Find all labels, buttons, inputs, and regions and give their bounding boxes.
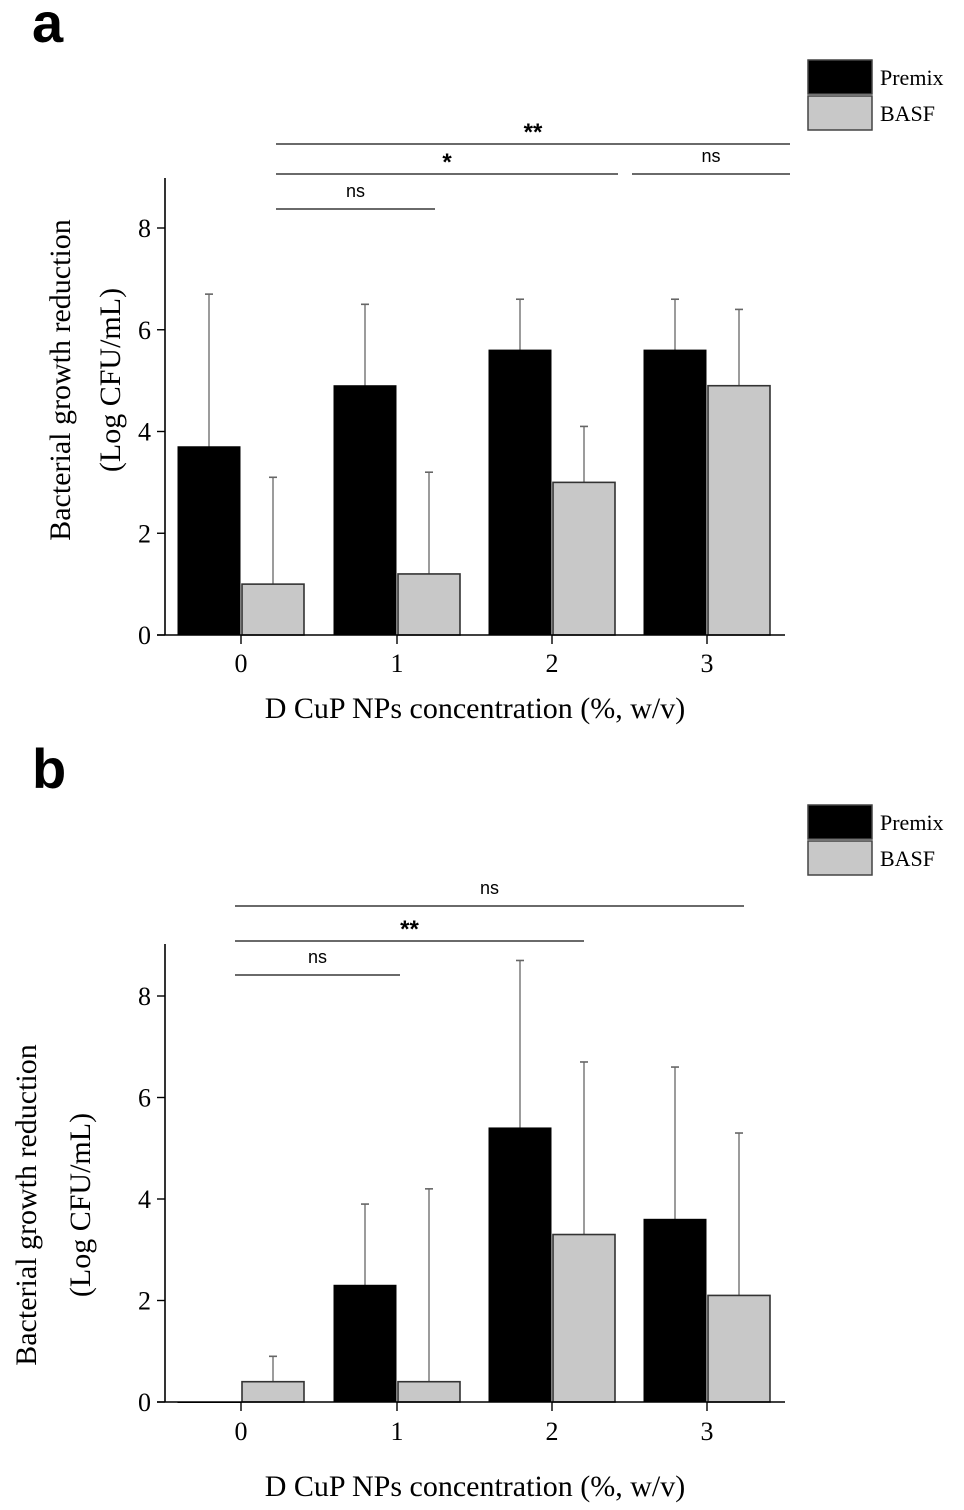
y-axis-title-line1: Bacterial growth reduction bbox=[10, 1044, 43, 1366]
bar-premix-3 bbox=[643, 1218, 707, 1403]
y-tick-label: 6 bbox=[138, 1084, 151, 1113]
x-tick-label: 0 bbox=[235, 649, 248, 678]
panel-letter: b bbox=[32, 737, 66, 800]
bar-premix-1 bbox=[333, 1284, 397, 1403]
significance-label: ns bbox=[346, 181, 365, 201]
legend: Premix BASF bbox=[807, 804, 944, 876]
x-tick-label: 0 bbox=[235, 1417, 248, 1446]
bar-basf-0 bbox=[241, 583, 305, 636]
x-axis-title: D CuP NPs concentration (%, w/v) bbox=[265, 692, 686, 725]
y-tick-label: 0 bbox=[138, 1388, 151, 1417]
bar-premix-3 bbox=[643, 349, 707, 636]
x-tick-label: 1 bbox=[391, 1417, 404, 1446]
bar-basf-2 bbox=[552, 1233, 616, 1403]
bar-basf-1 bbox=[397, 1380, 461, 1403]
bar-basf-1 bbox=[397, 573, 461, 636]
y-tick-label: 4 bbox=[138, 1185, 151, 1214]
bar-basf-0 bbox=[241, 1380, 305, 1403]
y-tick-label: 4 bbox=[138, 418, 151, 447]
y-tick-label: 6 bbox=[138, 316, 151, 345]
legend-swatch-basf bbox=[807, 95, 873, 131]
panel-letter: a bbox=[32, 0, 64, 54]
bar-premix-1 bbox=[333, 385, 397, 636]
bar-basf-2 bbox=[552, 481, 616, 636]
bar-premix-2 bbox=[488, 349, 552, 636]
bar-premix-2 bbox=[488, 1127, 552, 1403]
legend-label-premix: Premix bbox=[880, 65, 944, 90]
bar-premix-0 bbox=[177, 446, 241, 636]
legend-label-basf: BASF bbox=[880, 846, 935, 871]
legend: Premix BASF bbox=[807, 59, 944, 131]
legend-swatch-premix bbox=[807, 59, 873, 95]
x-tick-label: 3 bbox=[701, 649, 714, 678]
significance-label: ns bbox=[480, 878, 499, 898]
x-tick-label: 3 bbox=[701, 1417, 714, 1446]
bar-basf-3 bbox=[707, 384, 771, 636]
legend-swatch-basf bbox=[807, 840, 873, 876]
y-tick-label: 2 bbox=[138, 519, 151, 548]
y-axis-title-line2: (Log CFU/mL) bbox=[64, 1113, 97, 1297]
chart-panel-b: b 0 2 4 6 8 0 1 2 3 D CuP NPs concentration (%, w/… bbox=[10, 737, 944, 1503]
y-tick-label: 2 bbox=[138, 1287, 151, 1316]
x-axis-title: D CuP NPs concentration (%, w/v) bbox=[265, 1470, 686, 1503]
y-tick-label: 8 bbox=[138, 982, 151, 1011]
legend-label-premix: Premix bbox=[880, 810, 944, 835]
significance-label: ns bbox=[701, 146, 720, 166]
legend-label-basf: BASF bbox=[880, 101, 935, 126]
y-axis-title-line1: Bacterial growth reduction bbox=[44, 219, 77, 541]
y-axis-title-line2: (Log CFU/mL) bbox=[94, 288, 127, 472]
y-tick-label: 8 bbox=[138, 214, 151, 243]
y-tick-label: 0 bbox=[138, 621, 151, 650]
bar-basf-3 bbox=[707, 1294, 771, 1403]
legend-swatch-premix bbox=[807, 804, 873, 840]
significance-label: ** bbox=[400, 916, 419, 943]
significance-label: * bbox=[442, 149, 452, 176]
x-tick-label: 1 bbox=[391, 649, 404, 678]
x-tick-label: 2 bbox=[546, 649, 559, 678]
chart-panel-a: a 0 2 4 6 8 0 1 2 3 D CuP NPs concentration (%, w/… bbox=[32, 0, 944, 725]
significance-label: ** bbox=[524, 119, 543, 146]
x-tick-label: 2 bbox=[546, 1417, 559, 1446]
significance-label: ns bbox=[308, 947, 327, 967]
